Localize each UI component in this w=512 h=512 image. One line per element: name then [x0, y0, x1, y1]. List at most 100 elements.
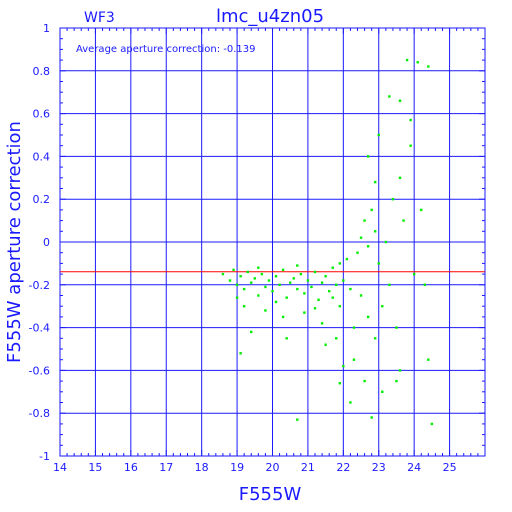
- y-tick-label: -0.2: [29, 279, 50, 292]
- data-point: [320, 281, 324, 284]
- y-tick-label: 0.4: [33, 150, 51, 163]
- data-point: [363, 379, 366, 383]
- data-point: [274, 275, 278, 278]
- data-point: [416, 61, 419, 64]
- data-point: [228, 279, 232, 282]
- x-tick-label: 19: [230, 461, 244, 474]
- x-tick-label: 16: [124, 461, 138, 474]
- data-point: [335, 283, 338, 286]
- data-point: [274, 300, 278, 304]
- data-point: [239, 352, 242, 355]
- data-point: [402, 219, 405, 222]
- data-point: [338, 382, 341, 385]
- data-point: [292, 277, 295, 280]
- chart-title: lmc_u4zn05: [216, 6, 324, 27]
- data-point: [377, 262, 380, 265]
- data-point: [359, 294, 363, 297]
- x-tick-label: 18: [195, 461, 209, 474]
- data-point: [264, 309, 267, 312]
- data-points: [221, 58, 434, 426]
- y-axis-label: F555W aperture correction: [4, 121, 25, 363]
- x-tick-label: 15: [88, 461, 102, 474]
- y-tick-label: -1: [39, 450, 50, 463]
- data-point: [253, 277, 256, 280]
- data-point: [257, 294, 260, 297]
- x-tick-label: 23: [372, 461, 386, 474]
- data-point: [420, 208, 423, 212]
- data-point: [257, 266, 260, 269]
- data-point: [242, 305, 246, 308]
- data-point: [260, 272, 264, 276]
- x-tick-label: 22: [336, 461, 350, 474]
- data-point: [306, 279, 310, 282]
- data-point: [281, 268, 285, 272]
- data-point: [296, 287, 299, 291]
- x-tick-label: 24: [407, 461, 421, 474]
- y-tick-label: 0.2: [33, 193, 51, 206]
- data-point: [250, 330, 253, 334]
- data-point: [366, 245, 370, 248]
- data-point: [313, 307, 317, 310]
- x-tick-label: 20: [266, 461, 280, 474]
- data-point: [366, 315, 370, 319]
- data-point: [377, 133, 380, 137]
- data-point: [303, 311, 306, 314]
- data-point: [285, 337, 288, 340]
- data-point: [246, 270, 249, 274]
- x-tick-label: 14: [53, 461, 67, 474]
- data-point: [398, 176, 402, 179]
- data-point: [271, 290, 274, 293]
- data-point: [285, 296, 288, 299]
- data-point: [289, 281, 292, 284]
- data-point: [324, 275, 327, 278]
- data-point: [430, 422, 434, 426]
- data-point: [412, 272, 416, 276]
- data-point: [374, 180, 377, 184]
- data-point: [388, 95, 391, 98]
- corner-label: WF3: [84, 10, 115, 26]
- data-point: [267, 279, 271, 282]
- data-point: [324, 343, 327, 346]
- data-point: [352, 358, 356, 361]
- data-point: [239, 275, 242, 278]
- data-point: [359, 236, 363, 239]
- x-axis-label: F555W: [239, 484, 302, 505]
- data-point: [395, 379, 398, 383]
- data-point: [338, 262, 341, 265]
- y-tick-label: 0.8: [33, 65, 51, 78]
- data-point: [235, 296, 239, 299]
- data-point: [349, 401, 352, 404]
- data-point: [335, 337, 338, 340]
- data-point: [331, 296, 334, 299]
- data-point: [409, 118, 412, 122]
- data-point: [381, 305, 384, 308]
- data-point: [423, 283, 426, 286]
- data-point: [242, 287, 246, 291]
- data-point: [427, 65, 430, 68]
- data-point: [405, 58, 409, 62]
- y-tick-label: 1: [43, 22, 50, 35]
- data-point: [342, 364, 345, 368]
- y-tick-label: 0: [43, 236, 50, 249]
- y-tick-label: -0.6: [29, 364, 50, 377]
- tick-marks: [59, 27, 486, 457]
- y-tick-label: -0.4: [29, 322, 50, 335]
- data-point: [320, 322, 324, 325]
- data-point: [345, 257, 349, 261]
- data-point: [398, 369, 402, 372]
- data-point: [409, 144, 412, 147]
- data-point: [374, 337, 377, 340]
- data-point: [296, 418, 299, 421]
- data-point: [384, 240, 388, 244]
- data-point: [366, 155, 370, 158]
- average-annotation: Average aperture correction: -0.139: [76, 44, 256, 55]
- data-point: [281, 315, 285, 319]
- data-point: [221, 272, 225, 276]
- data-point: [310, 285, 313, 289]
- data-point: [342, 279, 345, 282]
- y-tick-label: 0.6: [33, 108, 51, 121]
- data-point: [381, 390, 384, 393]
- data-point: [349, 287, 352, 291]
